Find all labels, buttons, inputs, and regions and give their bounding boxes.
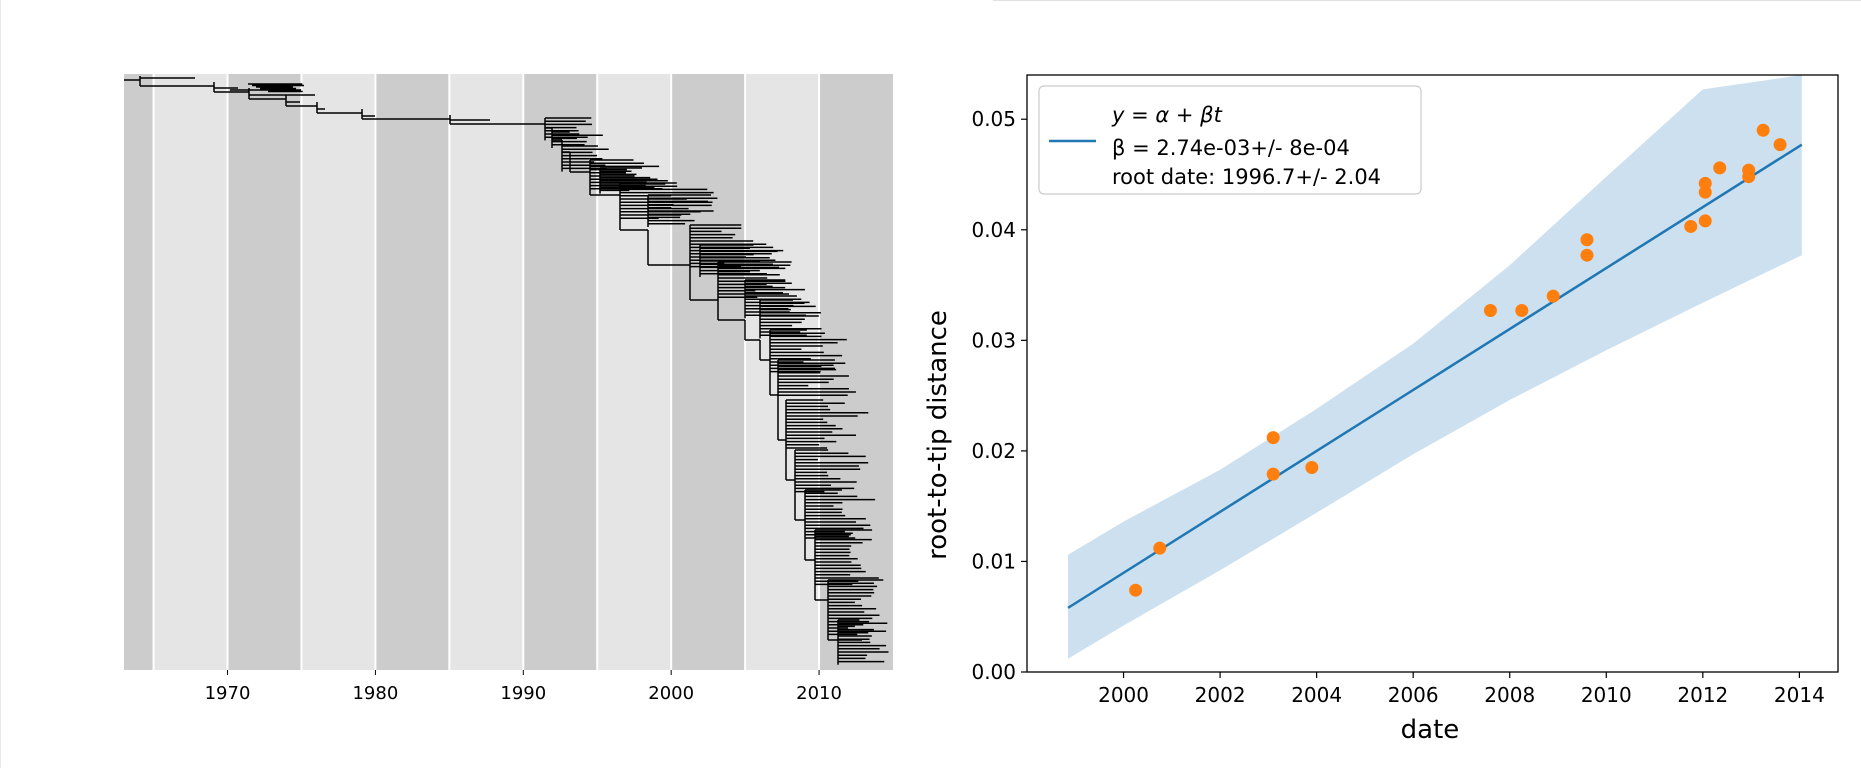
data-point	[1266, 467, 1280, 481]
tree-branch-path	[124, 76, 889, 665]
tree-band	[375, 74, 450, 670]
y-tick-label: 0.00	[971, 660, 1016, 684]
tree-x-tick-label: 1970	[205, 683, 251, 704]
legend-entry-formula: y = α + βt	[1111, 103, 1223, 127]
data-point	[1153, 541, 1167, 555]
y-tick-label: 0.03	[971, 328, 1016, 352]
tree-band	[671, 74, 746, 670]
confidence-band	[1068, 75, 1802, 659]
y-tick-label: 0.05	[971, 107, 1016, 131]
data-point	[1742, 163, 1756, 177]
data-point	[1515, 303, 1529, 317]
y-tick-label: 0.04	[971, 218, 1016, 242]
y-axis-label: root-to-tip distance	[923, 310, 953, 560]
tree-panel: 1970 1980 1990 2000 2010	[124, 74, 893, 704]
x-tick-label: 2012	[1677, 683, 1728, 707]
tree-band	[227, 74, 302, 670]
x-tick-label: 2014	[1774, 683, 1825, 707]
legend-box	[1038, 85, 1422, 195]
tree-x-axis: 1970 1980 1990 2000 2010	[205, 670, 842, 704]
data-point	[1756, 123, 1770, 137]
tree-background-bands	[124, 74, 893, 670]
data-point	[1580, 233, 1594, 247]
tree-branches	[124, 76, 889, 665]
data-point	[1698, 176, 1712, 190]
tree-band	[124, 74, 154, 670]
legend-entry-root-date: root date: 1996.7+/- 2.04	[1112, 165, 1381, 189]
x-tick-label: 2004	[1291, 683, 1342, 707]
x-tick-label: 2000	[1098, 683, 1149, 707]
tree-x-tick-label: 1990	[500, 683, 546, 704]
x-tick-label: 2002	[1195, 683, 1246, 707]
tree-band	[301, 74, 376, 670]
legend: y = α + βt β = 2.74e-03+/- 8e-04 root da…	[1038, 85, 1422, 195]
regression-line	[1067, 143, 1803, 609]
data-point	[1713, 161, 1727, 175]
y-tick-label: 0.01	[971, 549, 1016, 573]
data-point	[1684, 219, 1698, 233]
y-axis-ticks: 0.00 0.01 0.02 0.03 0.04 0.05	[971, 107, 1027, 684]
tree-band	[449, 74, 524, 670]
data-point	[1129, 583, 1143, 597]
data-point	[1773, 138, 1787, 152]
x-tick-label: 2006	[1388, 683, 1439, 707]
data-point	[1698, 214, 1712, 228]
data-point	[1483, 303, 1497, 317]
legend-entry-rate: β = 2.74e-03+/- 8e-04	[1112, 136, 1350, 160]
y-tick-label: 0.02	[971, 439, 1016, 463]
plot-frame	[1026, 74, 1839, 673]
x-tick-label: 2008	[1484, 683, 1535, 707]
tree-x-tick-label: 2000	[648, 683, 694, 704]
data-point	[1546, 289, 1560, 303]
tree-x-tick-label: 1980	[352, 683, 398, 704]
data-point	[1266, 431, 1280, 445]
tree-x-tick-label: 2010	[796, 683, 842, 704]
tree-band	[523, 74, 598, 670]
data-points	[1129, 123, 1787, 597]
x-axis-ticks: 2000 2002 2004 2006 2008 2010 2012 2014	[1098, 672, 1825, 707]
regression-panel: 2000 2002 2004 2006 2008 2010 2012 2014 0.000.0…	[923, 74, 1839, 745]
x-tick-label: 2010	[1581, 683, 1632, 707]
tree-band	[819, 74, 893, 670]
data-point	[1305, 460, 1319, 474]
data-point	[1580, 248, 1594, 262]
x-axis-label: date	[1401, 715, 1460, 745]
tree-band	[153, 74, 228, 670]
